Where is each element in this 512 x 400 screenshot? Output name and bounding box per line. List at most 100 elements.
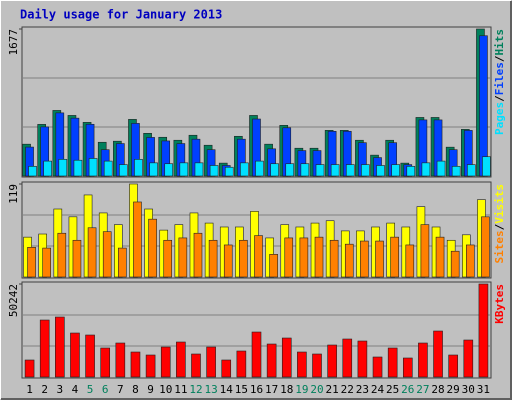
bar: [164, 163, 174, 177]
bar: [284, 237, 294, 278]
bar: [387, 347, 398, 378]
legend: Pages/Files/Hits: [493, 29, 506, 135]
bar: [223, 244, 233, 278]
bar: [27, 247, 36, 278]
bar: [103, 160, 113, 177]
bar: [119, 164, 128, 177]
legend: KBytes: [493, 284, 506, 324]
x-tick-label: 19: [295, 383, 308, 396]
legend-entry: Visits: [493, 184, 506, 224]
bar: [357, 340, 368, 378]
x-tick-label: 9: [147, 383, 154, 396]
bar: [57, 232, 67, 278]
bar: [163, 239, 173, 278]
bar: [314, 236, 324, 278]
x-tick-label: 30: [462, 383, 475, 396]
bar: [133, 201, 142, 278]
x-tick-label: 18: [280, 383, 293, 396]
bar: [418, 342, 428, 378]
bar: [72, 239, 82, 278]
bar: [482, 156, 491, 177]
bar: [448, 354, 458, 378]
bar: [299, 237, 309, 278]
x-tick-label: 24: [371, 383, 385, 396]
bar: [406, 166, 416, 177]
bar: [375, 240, 384, 278]
bar: [450, 250, 460, 278]
bar: [148, 218, 157, 278]
legend-entry: Files: [493, 62, 506, 95]
bar: [421, 162, 431, 177]
x-tick-label: 13: [204, 383, 217, 396]
bar: [42, 247, 51, 278]
legend-entry: Hits: [493, 29, 506, 56]
x-tick-label: 3: [57, 383, 64, 396]
bar: [479, 35, 488, 177]
bar: [315, 164, 325, 177]
bar: [269, 254, 278, 278]
bar: [73, 159, 83, 177]
bar: [372, 356, 383, 378]
x-tick-label: 5: [87, 383, 94, 396]
bar: [390, 236, 399, 278]
x-tick-label: 11: [174, 383, 187, 396]
bar: [239, 239, 248, 278]
legend-entry: KBytes: [493, 284, 506, 324]
x-tick-label: 27: [416, 383, 429, 396]
x-tick-label: 15: [235, 383, 248, 396]
bar: [327, 344, 337, 378]
bar: [405, 244, 415, 278]
bar: [43, 160, 52, 177]
bar: [179, 162, 189, 177]
bar: [221, 359, 232, 378]
bar: [330, 164, 340, 177]
x-tick-label: 14: [220, 383, 234, 396]
bar: [251, 331, 262, 378]
legend-entry: Sites: [493, 230, 506, 263]
legend-separator: /: [493, 55, 506, 62]
bar: [481, 216, 490, 278]
bar: [376, 165, 385, 177]
bar: [102, 231, 112, 278]
bar: [145, 354, 156, 378]
x-tick-label: 16: [250, 383, 263, 396]
bar: [58, 159, 68, 177]
bar: [467, 164, 476, 177]
x-tick-label: 4: [72, 383, 79, 396]
legend: Sites/Visits: [493, 184, 506, 264]
bar: [100, 347, 111, 378]
bar: [176, 341, 186, 378]
bar: [281, 337, 292, 378]
bar: [28, 166, 37, 177]
bar: [433, 330, 443, 378]
bar: [466, 244, 475, 278]
legend-separator: /: [493, 95, 506, 102]
y-tick-label: 50242: [7, 284, 20, 317]
bar: [342, 338, 353, 378]
bar: [160, 346, 171, 378]
bar: [329, 239, 339, 278]
bar: [240, 162, 249, 177]
y-tick-label: 119: [7, 184, 20, 204]
bar: [451, 166, 461, 177]
bar: [285, 163, 295, 177]
bar: [420, 224, 430, 278]
x-tick-label: 10: [159, 383, 172, 396]
bar: [360, 240, 369, 278]
bar: [209, 165, 219, 177]
x-tick-label: 31: [477, 383, 490, 396]
bar: [270, 163, 279, 177]
bar: [134, 159, 143, 177]
x-tick-label: 23: [356, 383, 369, 396]
bar: [297, 351, 307, 378]
bar: [344, 243, 354, 278]
x-tick-label: 1: [26, 383, 33, 396]
bar: [130, 351, 141, 378]
bar: [478, 283, 489, 378]
bar: [194, 162, 204, 177]
bar: [255, 160, 264, 177]
chart-title: Daily usage for January 2013: [20, 8, 222, 22]
x-tick-label: 21: [326, 383, 339, 396]
